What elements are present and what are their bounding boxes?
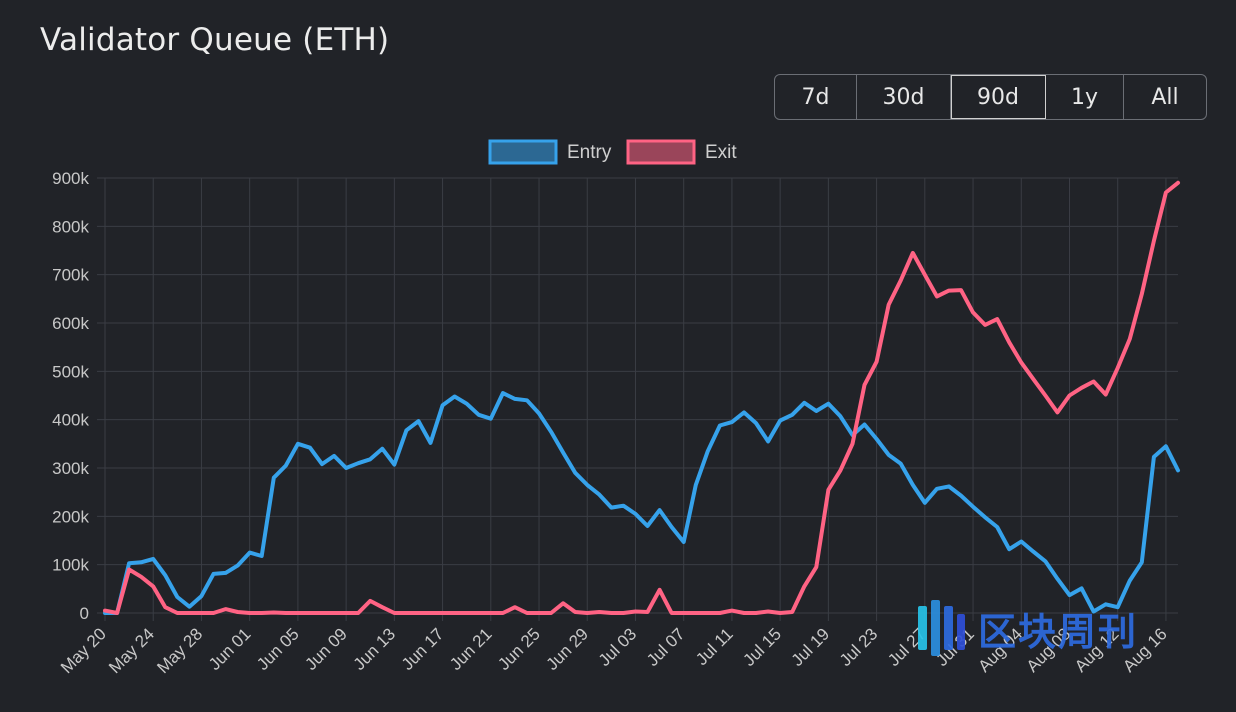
y-axis: 0 100k 200k 300k 400k 500k 600k 700k 800k 900k [52,169,89,623]
y-tick-label: 400k [52,411,89,430]
x-tick-label: Jul 11 [692,624,737,669]
x-tick-label: Jul 15 [739,624,785,670]
series-line-entry [103,391,1180,615]
range-button-30d[interactable]: 30d [857,75,951,119]
y-tick-label: 800k [52,217,89,236]
watermark-text: 区块周刊 [978,609,1139,654]
x-tick-label: Jul 03 [595,624,641,670]
range-button-90d[interactable]: 90d [951,75,1046,119]
x-tick-label: Jun 17 [398,624,448,674]
y-tick-label: 300k [52,459,89,478]
x-tick-label: Jul 19 [788,624,834,670]
x-tick-label: May 20 [57,624,110,677]
chart-series [103,180,1180,615]
legend-swatch-entry [488,139,558,165]
y-tick-label: 0 [80,604,89,623]
block-weekly-logo-icon [918,600,965,656]
legend-swatch-exit [626,139,696,165]
legend-label-exit: Exit [705,142,737,163]
chart-grid [97,177,1178,621]
x-tick-label: Jul 23 [836,624,882,670]
y-tick-label: 900k [52,169,89,188]
range-button-7d[interactable]: 7d [775,75,857,119]
y-tick-label: 500k [52,362,89,381]
series-line-exit [103,180,1180,615]
y-tick-label: 700k [52,266,89,285]
range-button-1y[interactable]: 1y [1046,75,1124,119]
x-tick-label: Jun 29 [543,624,593,674]
x-tick-label: Jun 09 [301,624,351,674]
x-tick-label: Jun 21 [446,624,496,674]
watermark: 区块周刊 [916,600,1138,656]
x-tick-label: Jul 07 [643,624,689,670]
x-tick-label: Jun 01 [205,624,255,674]
x-tick-label: Jun 25 [494,624,544,674]
x-tick-label: May 28 [153,624,206,677]
chart-legend: Entry Exit [488,139,737,165]
page-title: Validator Queue (ETH) [40,22,390,58]
y-tick-label: 100k [52,556,89,575]
y-tick-label: 600k [52,314,89,333]
time-range-selector: 7d 30d 90d 1y All [774,74,1207,120]
legend-label-entry: Entry [567,142,612,163]
range-button-all[interactable]: All [1151,84,1179,110]
x-tick-label: Jun 05 [253,624,303,674]
x-tick-label: Jun 13 [350,624,400,674]
x-tick-label: May 24 [105,624,158,677]
y-tick-label: 200k [52,507,89,526]
